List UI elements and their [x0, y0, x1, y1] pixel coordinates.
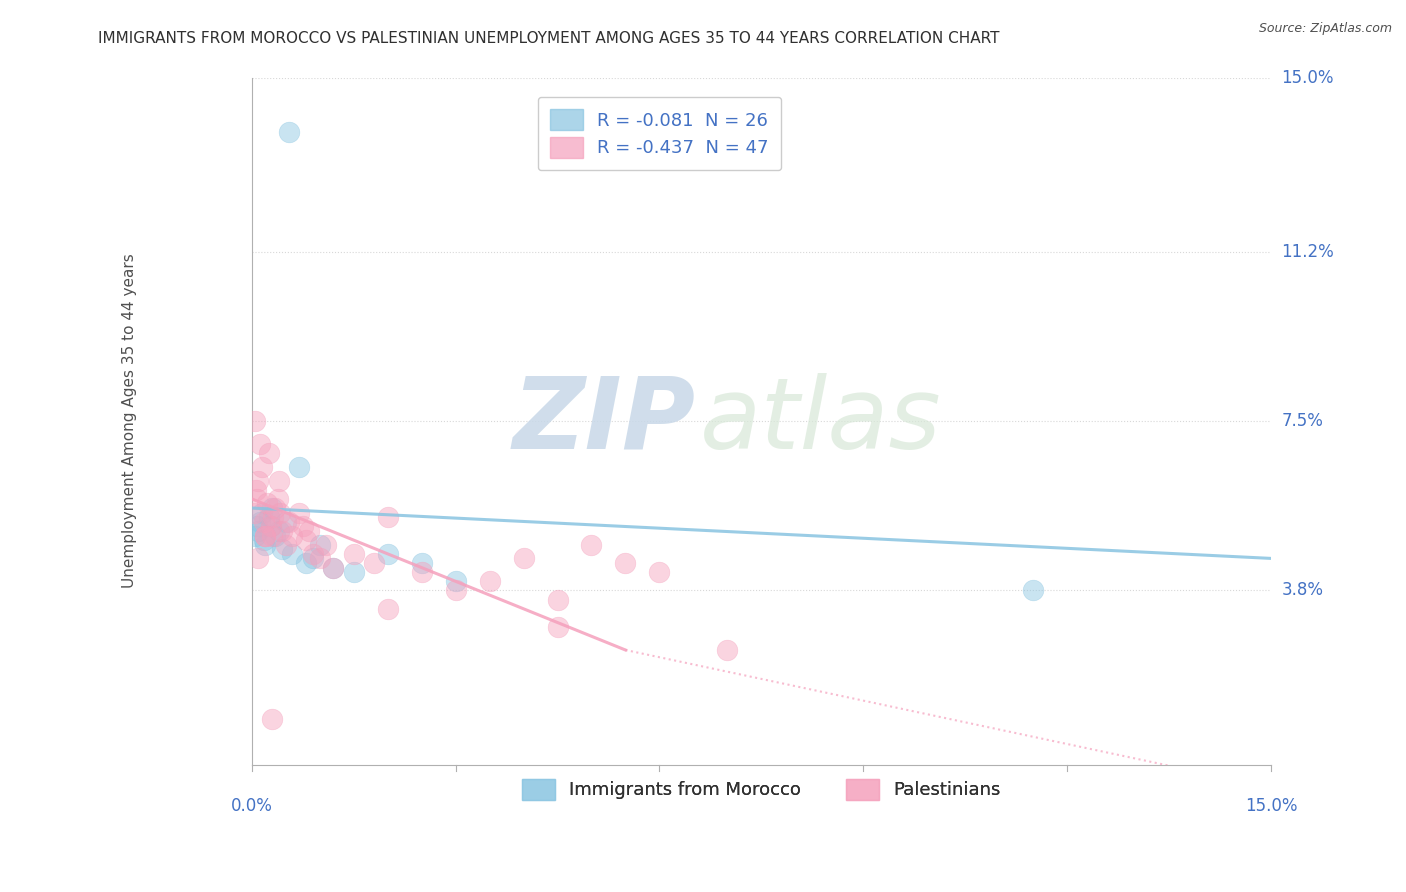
- Point: [271, 542, 294, 557]
- Point: [247, 524, 270, 538]
- Text: atlas: atlas: [700, 373, 942, 469]
- Point: [254, 538, 277, 552]
- Point: [322, 560, 344, 574]
- Point: [648, 565, 671, 579]
- Text: 15.0%: 15.0%: [1244, 797, 1298, 814]
- Point: [295, 533, 318, 547]
- Point: [262, 712, 284, 726]
- Point: [253, 533, 276, 547]
- Point: [243, 528, 266, 542]
- Legend: Immigrants from Morocco, Palestinians: Immigrants from Morocco, Palestinians: [515, 772, 1008, 807]
- Point: [269, 506, 291, 520]
- Point: [716, 643, 738, 657]
- Point: [322, 560, 344, 574]
- Point: [343, 547, 366, 561]
- Point: [281, 547, 304, 561]
- Point: [512, 551, 534, 566]
- Point: [262, 501, 284, 516]
- Point: [257, 510, 280, 524]
- Point: [247, 474, 270, 488]
- Text: 0.0%: 0.0%: [231, 797, 273, 814]
- Point: [343, 565, 366, 579]
- Point: [377, 510, 399, 524]
- Point: [245, 483, 267, 497]
- Point: [260, 519, 283, 533]
- Point: [308, 551, 330, 566]
- Point: [291, 519, 314, 533]
- Point: [256, 496, 278, 510]
- Point: [288, 459, 311, 474]
- Point: [247, 551, 270, 566]
- Point: [253, 515, 276, 529]
- Text: Source: ZipAtlas.com: Source: ZipAtlas.com: [1258, 22, 1392, 36]
- Point: [308, 538, 330, 552]
- Point: [249, 437, 271, 451]
- Point: [363, 556, 385, 570]
- Point: [315, 538, 337, 552]
- Point: [267, 474, 290, 488]
- Point: [302, 547, 325, 561]
- Text: 7.5%: 7.5%: [1281, 412, 1323, 430]
- Point: [242, 506, 264, 520]
- Point: [274, 515, 297, 529]
- Point: [278, 515, 301, 529]
- Point: [478, 574, 501, 589]
- Point: [250, 459, 273, 474]
- Point: [547, 592, 569, 607]
- Point: [581, 538, 603, 552]
- Point: [295, 556, 318, 570]
- Point: [267, 524, 290, 538]
- Point: [246, 491, 269, 506]
- Point: [257, 446, 280, 460]
- Text: 11.2%: 11.2%: [1281, 243, 1334, 260]
- Point: [411, 565, 433, 579]
- Point: [250, 506, 273, 520]
- Point: [264, 528, 287, 542]
- Point: [411, 556, 433, 570]
- Text: ZIP: ZIP: [512, 373, 695, 469]
- Point: [260, 519, 283, 533]
- Point: [444, 574, 467, 589]
- Text: 15.0%: 15.0%: [1281, 69, 1334, 87]
- Point: [254, 528, 277, 542]
- Point: [254, 528, 277, 542]
- Point: [278, 126, 301, 140]
- Point: [274, 538, 297, 552]
- Point: [281, 528, 304, 542]
- Point: [377, 602, 399, 616]
- Point: [262, 528, 284, 542]
- Point: [266, 491, 288, 506]
- Point: [243, 414, 266, 428]
- Point: [547, 620, 569, 634]
- Point: [264, 501, 287, 516]
- Point: [444, 583, 467, 598]
- Point: [288, 506, 311, 520]
- Point: [377, 547, 399, 561]
- Point: [249, 515, 271, 529]
- Text: Unemployment Among Ages 35 to 44 years: Unemployment Among Ages 35 to 44 years: [122, 253, 136, 589]
- Point: [271, 524, 294, 538]
- Point: [614, 556, 637, 570]
- Point: [298, 524, 321, 538]
- Point: [246, 519, 269, 533]
- Text: 3.8%: 3.8%: [1281, 582, 1323, 599]
- Point: [262, 510, 284, 524]
- Point: [302, 551, 325, 566]
- Text: IMMIGRANTS FROM MOROCCO VS PALESTINIAN UNEMPLOYMENT AMONG AGES 35 TO 44 YEARS CO: IMMIGRANTS FROM MOROCCO VS PALESTINIAN U…: [98, 31, 1000, 46]
- Point: [1022, 583, 1045, 598]
